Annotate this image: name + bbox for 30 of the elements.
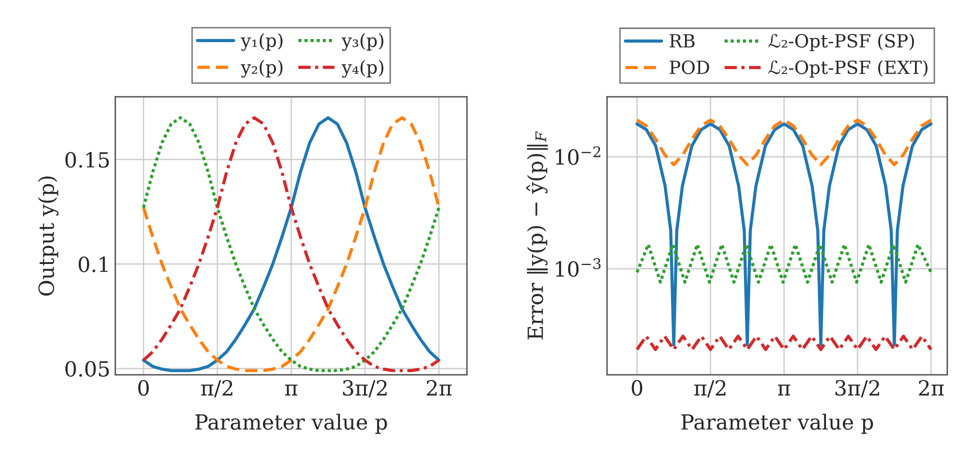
x-tick-label: 3π/2 — [836, 380, 880, 398]
line-series — [142, 116, 440, 372]
legend-label: ℒ₂-Opt-PSF (SP) — [768, 34, 914, 52]
x-tick-label: π — [778, 384, 790, 396]
x-tick-label: 0 — [138, 380, 149, 396]
y-tick-label: 10$^{−2}$ — [556, 146, 600, 165]
legend-label: y₁(p) — [240, 33, 282, 51]
legend-label: y₄(p) — [342, 60, 384, 78]
x-tick-label: π — [285, 384, 298, 396]
y-tick-label: 0.15 — [65, 152, 109, 168]
y-tick-label: 10$^{−3}$ — [556, 258, 601, 277]
x-axis-title: Parameter value p — [195, 414, 387, 434]
y-tick-label: 0.1 — [78, 256, 108, 272]
x-tick-label: 3π/2 — [343, 380, 387, 398]
x-axis-title: Parameter value p — [681, 414, 874, 434]
line-series — [635, 118, 933, 166]
legend-label: POD — [670, 60, 710, 74]
x-tick-label: 0 — [632, 380, 642, 396]
x-tick-label: π/2 — [201, 380, 232, 398]
y-axis-title: Output y(p) — [38, 176, 59, 296]
x-tick-label: 2π — [918, 380, 944, 396]
legend-label: ℒ₂-Opt-PSF (EXT) — [768, 60, 928, 78]
legend-label: y₂(p) — [240, 60, 282, 78]
legend-label: y₃(p) — [342, 33, 384, 51]
x-tick-label: π/2 — [694, 380, 726, 398]
y-tick-label: 0.05 — [65, 360, 109, 377]
legend-label: RB — [670, 34, 694, 48]
y-axis-title: Error ‖y(p) − ŷ(p)‖$_{F}$ — [526, 131, 548, 340]
line-series — [635, 122, 933, 346]
x-tick-label: 2π — [426, 380, 452, 396]
